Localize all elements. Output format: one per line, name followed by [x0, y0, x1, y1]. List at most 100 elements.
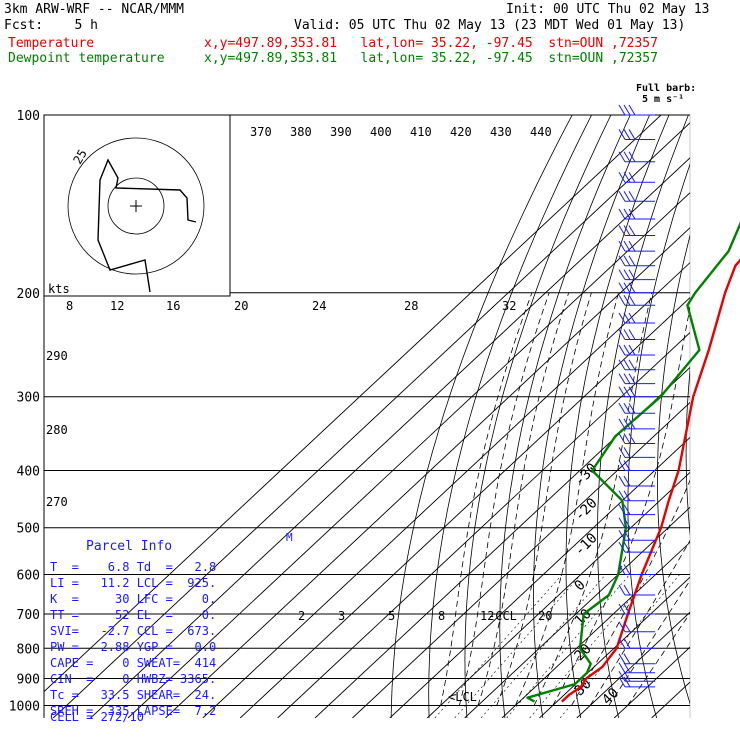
dry-adiabat-line [391, 115, 572, 718]
pressure-tick-label: 200 [17, 287, 40, 302]
wind-barb-flag [624, 256, 630, 266]
moist-adiabat-line [553, 293, 693, 706]
dry-adiabat-line [658, 115, 728, 718]
pressure-tick-label: 700 [17, 608, 40, 623]
wind-barb-flag [619, 387, 625, 397]
wind-barb [619, 387, 655, 397]
wind-barb-flag [624, 129, 630, 139]
parcel-row: Tc = 33.5 SHEAR= 24. [50, 688, 216, 702]
wind-barb-flag [624, 209, 630, 219]
isotherm-line [502, 115, 740, 718]
theta-tick-label: 440 [530, 125, 552, 139]
hodograph-speed-label: 8 [66, 299, 73, 313]
wind-barb-flag [624, 105, 630, 115]
wind-barb-flag [629, 295, 635, 305]
parcel-row: SVI= -2.7 CCL = 673. [50, 624, 216, 638]
dry-adiabat-line [628, 115, 708, 718]
pressure-tick-label: 900 [17, 672, 40, 687]
wind-barb-flag [619, 654, 625, 664]
wind-barb-flag [629, 433, 635, 443]
wind-barb-flag [624, 387, 630, 397]
cell-motion: CELL = 272/10 [50, 710, 144, 724]
wind-barb-flag [619, 374, 625, 384]
wind-barb-flag [629, 241, 635, 251]
mixing-ratio-label: 2 [298, 609, 305, 623]
pressure-tick-label: 800 [17, 642, 40, 657]
dry-adiabat-label: 280 [46, 423, 68, 437]
wind-barb-flag [619, 461, 625, 471]
mixing-ratio-label: 8 [438, 609, 445, 623]
wind-barb-flag [619, 345, 625, 355]
wind-barb-flag [624, 433, 630, 443]
theta-tick-label: 390 [330, 125, 352, 139]
valid-time: Valid: 05 UTC Thu 02 May 13 (23 MDT Wed … [294, 19, 685, 33]
wind-barb [619, 105, 655, 115]
parcel-row: TT = 52 EL = 0. [50, 608, 216, 622]
wind-barb-flag [619, 270, 625, 280]
forecast-hour: Fcst: 5 h [4, 19, 98, 33]
wind-barb [619, 542, 655, 552]
wind-barb-flag [629, 105, 635, 115]
parcel-row: LI = 11.2 LCL = 925. [50, 576, 216, 590]
isotherm-tick-label: -20 [572, 495, 601, 524]
theta-tick-label: 370 [250, 125, 272, 139]
theta-tick-label: 380 [290, 125, 312, 139]
lcl-annotation: <LCL [448, 690, 477, 704]
moist-adiabat-line [441, 293, 532, 706]
dewpoint-station-info: x,y=497.89,353.81 lat,lon= 35.22, -97.45… [204, 52, 658, 66]
parcel-info-title: Parcel Info [86, 539, 172, 554]
wind-barb [619, 461, 655, 471]
moist-adiabat-line [478, 293, 569, 706]
barb-legend-title: Full barb: [636, 84, 696, 94]
dry-adiabat-label: 270 [46, 495, 68, 509]
wind-barb [619, 209, 655, 219]
hodograph-speed-label: 32 [502, 299, 516, 313]
pressure-tick-label: 500 [17, 522, 40, 537]
model-title: 3km ARW-WRF -- NCAR/MMM [4, 3, 184, 17]
moist-adiabat-line [515, 293, 618, 706]
wind-barb-flag [624, 345, 630, 355]
wind-barb [619, 330, 655, 340]
dry-adiabat-line [686, 115, 740, 718]
wind-barb-flag [629, 330, 635, 340]
hodograph-speed-label: 24 [312, 299, 326, 313]
wind-barb-flag [619, 433, 625, 443]
wind-barb-flag [629, 129, 635, 139]
hodograph-unit-label: kts [48, 282, 70, 296]
wind-barb [619, 172, 655, 182]
hodograph-speed-label: 12 [110, 299, 124, 313]
moist-adiabat-line [459, 293, 549, 706]
wind-barb-flag [619, 191, 625, 201]
wind-barb-flag [619, 419, 625, 429]
wind-barb [619, 476, 655, 486]
wind-barb-flag [619, 476, 625, 486]
parcel-row: CIN = 0 HWBZ= 3365. [50, 672, 216, 686]
wind-barb-flag [619, 671, 625, 681]
wind-barb-flag [624, 172, 630, 182]
wind-barb-flag [624, 654, 630, 664]
wind-barb-flag [624, 152, 630, 162]
wind-barb [619, 564, 655, 574]
pressure-tick-label: 600 [17, 568, 40, 583]
dry-adiabat-line [534, 115, 650, 718]
init-time: Init: 00 UTC Thu 02 May 13 [506, 3, 710, 17]
wind-barb-flag [624, 476, 630, 486]
wind-barb-flag [619, 403, 625, 413]
pressure-tick-label: 1000 [9, 699, 40, 714]
wind-barb-flag [629, 191, 635, 201]
wind-barb-flag [624, 270, 630, 280]
wind-barb-flag [619, 295, 625, 305]
wind-barb-flag [624, 374, 630, 384]
wind-barb-flag [619, 256, 625, 266]
wind-barb-flag [629, 226, 635, 236]
barb-legend-unit: 5 m s⁻¹ [642, 95, 684, 105]
wind-barb-flag [624, 330, 630, 340]
isotherm-line [390, 115, 740, 718]
isotherm-tick-label: 30 [572, 676, 595, 699]
wind-barb-flag [629, 270, 635, 280]
pressure-tick-label: 400 [17, 465, 40, 480]
isotherm-tick-label: 40 [599, 685, 622, 708]
temperature-legend: Temperature [8, 37, 94, 51]
wind-barb-flag [629, 172, 635, 182]
wind-barb-flag [624, 447, 630, 457]
